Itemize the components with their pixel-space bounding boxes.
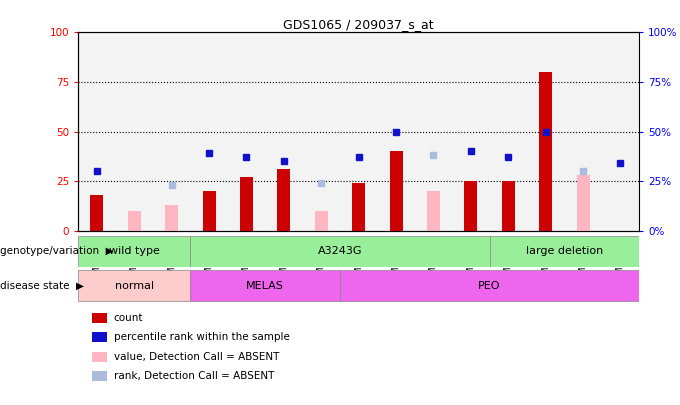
Bar bbox=[502, 181, 515, 231]
Bar bbox=[265, 32, 303, 231]
Text: MELAS: MELAS bbox=[246, 281, 284, 290]
Text: count: count bbox=[114, 313, 143, 323]
Bar bbox=[303, 32, 340, 231]
Bar bbox=[415, 32, 452, 231]
Text: large deletion: large deletion bbox=[526, 246, 603, 256]
Bar bbox=[78, 270, 190, 301]
Text: wild type: wild type bbox=[109, 246, 160, 256]
Bar bbox=[190, 236, 490, 266]
Bar bbox=[315, 211, 328, 231]
Bar bbox=[116, 32, 153, 231]
Bar bbox=[390, 151, 403, 231]
Bar bbox=[78, 236, 190, 266]
Bar bbox=[340, 270, 639, 301]
Bar bbox=[203, 191, 216, 231]
Bar bbox=[452, 32, 490, 231]
Text: rank, Detection Call = ABSENT: rank, Detection Call = ABSENT bbox=[114, 371, 274, 381]
Bar bbox=[564, 32, 602, 231]
Bar bbox=[190, 270, 340, 301]
Bar bbox=[377, 32, 415, 231]
Bar bbox=[228, 32, 265, 231]
Bar bbox=[577, 175, 590, 231]
Bar bbox=[464, 181, 477, 231]
Bar bbox=[128, 211, 141, 231]
Bar bbox=[527, 32, 564, 231]
Bar bbox=[240, 177, 253, 231]
Text: PEO: PEO bbox=[478, 281, 501, 290]
Bar bbox=[490, 32, 527, 231]
Bar bbox=[539, 72, 552, 231]
Bar bbox=[352, 183, 365, 231]
Bar bbox=[78, 32, 116, 231]
Text: value, Detection Call = ABSENT: value, Detection Call = ABSENT bbox=[114, 352, 279, 362]
Bar bbox=[427, 191, 440, 231]
Title: GDS1065 / 209037_s_at: GDS1065 / 209037_s_at bbox=[284, 18, 434, 31]
Text: normal: normal bbox=[115, 281, 154, 290]
Bar bbox=[153, 32, 190, 231]
Text: disease state  ▶: disease state ▶ bbox=[0, 281, 84, 290]
Bar bbox=[602, 32, 639, 231]
Bar bbox=[490, 236, 639, 266]
Text: A3243G: A3243G bbox=[318, 246, 362, 256]
Bar bbox=[90, 195, 103, 231]
Text: genotype/variation  ▶: genotype/variation ▶ bbox=[0, 246, 114, 256]
Text: percentile rank within the sample: percentile rank within the sample bbox=[114, 333, 290, 342]
Bar bbox=[190, 32, 228, 231]
Bar bbox=[340, 32, 377, 231]
Bar bbox=[165, 205, 178, 231]
Bar bbox=[277, 169, 290, 231]
